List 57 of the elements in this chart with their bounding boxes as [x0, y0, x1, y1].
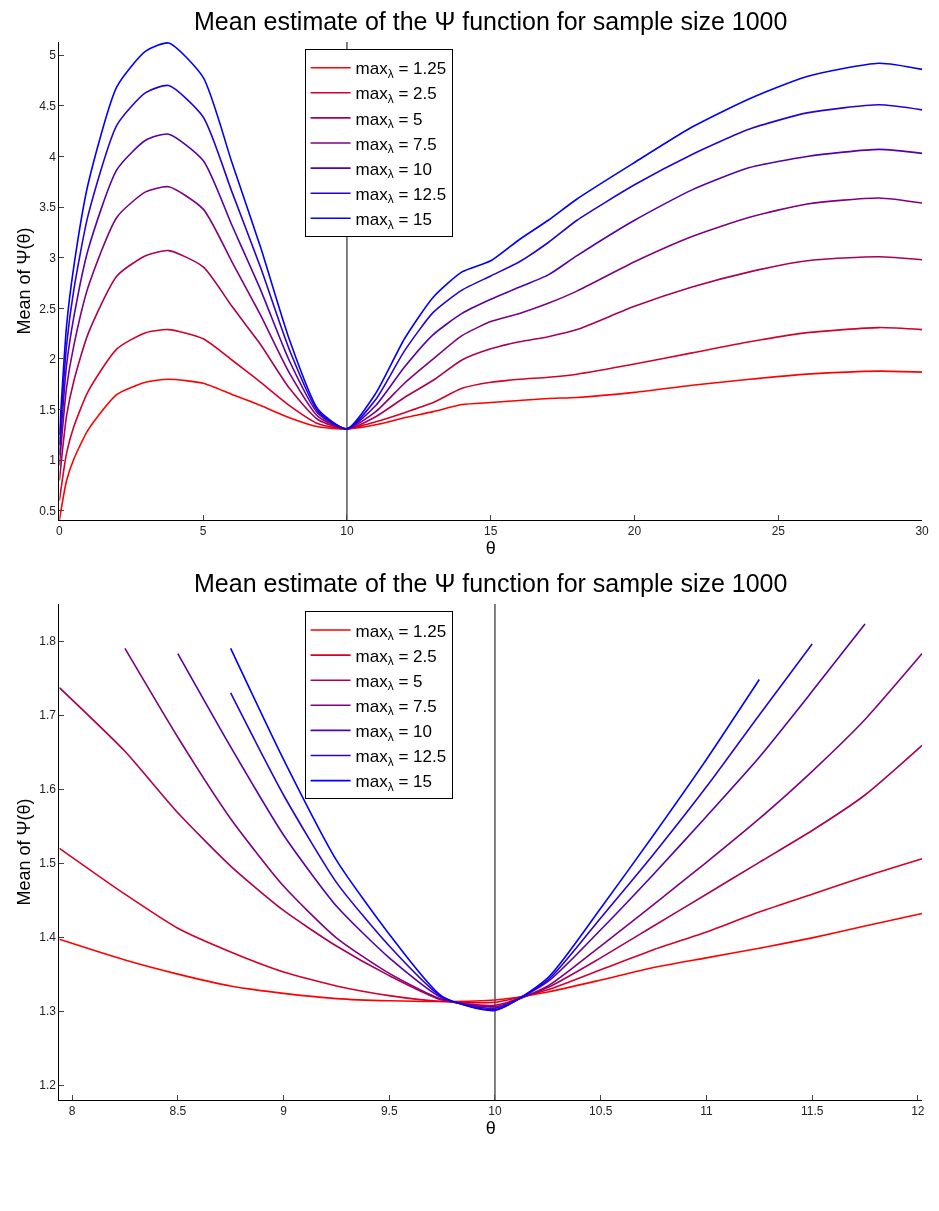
x-tick-label: 11.5 — [800, 1104, 824, 1119]
x-tick-label: 10.5 — [589, 1104, 613, 1119]
y-tick-label: 1 — [49, 453, 57, 468]
y-tick-label: 1.3 — [39, 1004, 57, 1019]
x-tick-label: 12 — [911, 1104, 925, 1119]
y-tick-label: 1.6 — [39, 782, 57, 797]
x-tick-label: 0 — [56, 524, 64, 539]
line-series — [59, 912, 923, 1003]
y-tick-label: 1.5 — [39, 402, 57, 417]
legend-label: max$_{λ}$ = 7.5 — [355, 134, 437, 157]
legend-label: max$_{λ}$ = 2.5 — [355, 646, 437, 669]
legend-label: max$_{λ}$ = 1.25 — [355, 59, 447, 81]
legend-label: max$_{λ}$ = 15 — [355, 772, 432, 794]
x-tick-label: 8.5 — [169, 1104, 187, 1119]
y-tick-label: 1.5 — [39, 856, 57, 871]
legend-label: max$_{λ}$ = 10 — [355, 722, 432, 744]
x-tick-label: 10 — [488, 1104, 502, 1119]
legend-label: max$_{λ}$ = 10 — [355, 159, 432, 182]
y-tick-label: 2 — [49, 352, 57, 367]
legend-label: max$_{λ}$ = 5 — [355, 671, 423, 694]
x-tick-label: 25 — [771, 524, 786, 539]
y-tick-label: 3.5 — [39, 200, 57, 215]
legend-label: max$_{λ}$ = 12.5 — [355, 747, 447, 769]
x-tick-label: 9 — [280, 1104, 288, 1119]
x-tick-label: 11 — [700, 1104, 713, 1119]
x-tick-label: 8 — [68, 1104, 76, 1119]
y-tick-label: 4.5 — [39, 99, 57, 113]
y-tick-label: 0.5 — [39, 504, 57, 519]
x-tick-label: 9.5 — [380, 1104, 398, 1119]
x-tick-label: 20 — [627, 524, 642, 539]
legend-label: max$_{λ}$ = 5 — [355, 109, 423, 132]
y-tick-label: 3 — [49, 250, 57, 265]
y-tick-label: 1.2 — [39, 1078, 57, 1093]
chart-title: Mean estimate of the Ψ function for sample size 1000 — [194, 569, 788, 597]
line-series — [59, 847, 923, 1004]
x-tick-label: 5 — [199, 524, 207, 539]
y-tick-label: 1.4 — [39, 930, 57, 945]
legend-label: max$_{λ}$ = 2.5 — [355, 84, 437, 107]
line-series — [124, 647, 923, 1008]
y-tick-label: 5 — [49, 48, 57, 63]
legend-label: max$_{λ}$ = 12.5 — [355, 184, 447, 207]
y-tick-label: 1.7 — [39, 708, 57, 723]
legend-label: max$_{λ}$ = 1.25 — [355, 621, 447, 644]
y-tick-label: 2.5 — [39, 301, 57, 316]
x-tick-label: 30 — [915, 524, 930, 539]
y-tick-label: 1.8 — [39, 634, 57, 649]
y-axis-title: Mean of Ψ(θ) — [13, 227, 34, 335]
x-tick-label: 10 — [340, 524, 354, 539]
y-axis-title: Mean of Ψ(θ) — [13, 798, 34, 906]
x-axis-title: θ — [485, 538, 496, 559]
legend-label: max$_{λ}$ = 15 — [355, 209, 432, 232]
x-tick-label: 15 — [484, 524, 498, 539]
y-tick-label: 4 — [49, 149, 57, 164]
line-series — [177, 623, 866, 1010]
chart-title: Mean estimate of the Ψ function for sample size 1000 — [194, 7, 788, 35]
legend-label: max$_{λ}$ = 7.5 — [355, 696, 437, 719]
x-axis-title: θ — [485, 1118, 496, 1139]
